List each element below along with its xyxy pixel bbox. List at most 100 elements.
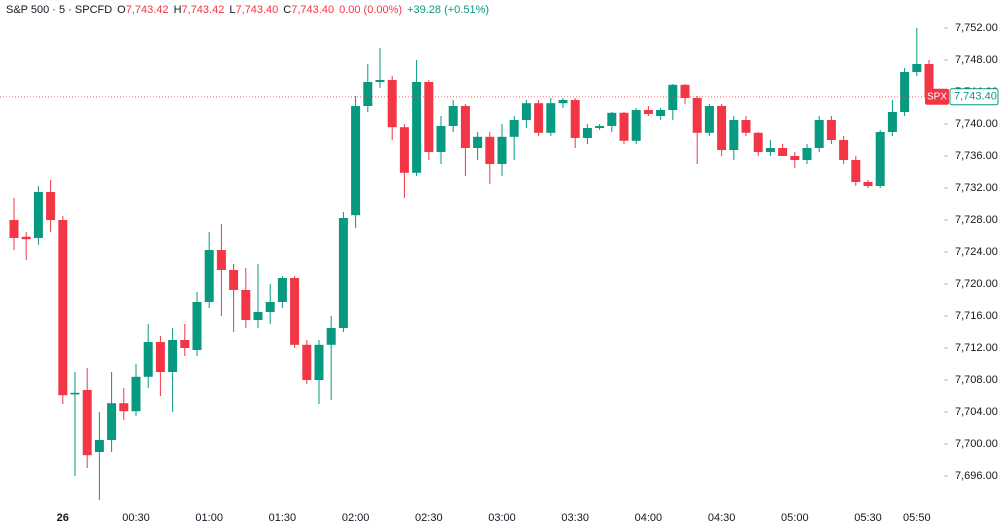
candle-body <box>143 342 153 377</box>
readout-value: 7,743.42 <box>126 4 169 16</box>
candle-body <box>509 120 519 137</box>
candle-body <box>412 82 422 173</box>
readout-value: 7,743.40 <box>291 4 334 16</box>
candle-body <box>241 290 251 320</box>
candle-body <box>277 278 287 302</box>
candle-body <box>46 192 56 220</box>
candle-body <box>607 112 617 126</box>
candle-body <box>70 392 80 395</box>
candle-body <box>107 403 117 440</box>
candle-body <box>497 136 507 164</box>
readout-label: O <box>117 4 126 16</box>
x-tick-label: 05:00 <box>781 512 809 524</box>
candle-body <box>680 84 690 98</box>
x-tick-label: 01:30 <box>269 512 297 524</box>
candle-body <box>814 120 824 148</box>
candle-body <box>619 112 629 141</box>
candle-body <box>119 403 129 412</box>
candle-body <box>826 120 836 140</box>
candle-body <box>338 218 348 328</box>
y-tick-label: 7,700.00 <box>955 438 998 450</box>
x-tick-label: 03:00 <box>488 512 516 524</box>
y-tick-label: 7,724.00 <box>955 246 998 258</box>
candle-body <box>863 182 873 186</box>
candle-body <box>802 148 812 160</box>
candle-body <box>668 84 678 110</box>
candle-body <box>229 270 239 290</box>
x-tick-label: 03:30 <box>561 512 589 524</box>
candle-body <box>192 302 202 350</box>
candle-body <box>485 136 495 164</box>
candle-body <box>656 110 666 116</box>
candle-body <box>839 140 849 160</box>
candle-body <box>729 120 739 150</box>
x-tick-label: 04:00 <box>635 512 663 524</box>
y-tick-label: 7,736.00 <box>955 150 998 162</box>
y-tick-label: 7,704.00 <box>955 406 998 418</box>
y-tick-label: 7,752.00 <box>955 22 998 34</box>
y-tick-label: 7,716.00 <box>955 310 998 322</box>
y-tick-label: 7,732.00 <box>955 182 998 194</box>
candle-body <box>253 312 263 320</box>
x-tick-label: 04:30 <box>708 512 736 524</box>
header-bg <box>0 0 410 20</box>
candle-body <box>631 110 641 141</box>
candle-body <box>204 250 214 302</box>
readout-value: 7,743.42 <box>182 4 225 16</box>
candle-body <box>460 106 470 148</box>
candle-body <box>326 328 336 345</box>
change: 0.00 (0.00%) <box>339 4 402 16</box>
candle-body <box>58 220 68 396</box>
y-tick-label: 7,748.00 <box>955 54 998 66</box>
candle-body <box>363 82 373 106</box>
candle-body <box>448 106 458 126</box>
candle-body <box>436 126 446 152</box>
x-tick-label: 05:50 <box>903 512 931 524</box>
header: S&P 500 · 5 · SPCFD O7,743.42 H7,743.42 L7,… <box>0 0 489 20</box>
candle-body <box>21 236 31 240</box>
candle-body <box>570 100 580 138</box>
x-tick-label: 02:30 <box>415 512 443 524</box>
candle-body <box>94 440 104 452</box>
candle-body <box>82 390 92 456</box>
symbol-tag: SPX <box>927 91 947 102</box>
candle-body <box>33 192 43 238</box>
candle-body <box>9 220 19 238</box>
candle-body <box>741 120 751 133</box>
price-tag-box <box>949 88 999 106</box>
candle-body <box>851 160 861 182</box>
candle-body <box>302 344 312 380</box>
candle-body <box>168 340 178 372</box>
readout-label: H <box>174 4 182 16</box>
y-tick-label: 7,720.00 <box>955 278 998 290</box>
y-tick-label: 7,708.00 <box>955 374 998 386</box>
candle-body <box>180 340 190 348</box>
x-tick-label: 05:30 <box>854 512 882 524</box>
candle-body <box>765 148 775 152</box>
candle-body <box>704 106 714 133</box>
candle-body <box>790 156 800 160</box>
header-text: S&P 500 · 5 · SPCFD O7,743.42 H7,743.42 L7,… <box>6 4 489 16</box>
candle-body <box>717 106 727 150</box>
y-tick-label: 7,712.00 <box>955 342 998 354</box>
candle-body <box>387 80 397 128</box>
candle-body <box>375 80 385 82</box>
candle-body <box>924 64 934 97</box>
y-tick-label: 7,728.00 <box>955 214 998 226</box>
candle-body <box>582 128 592 138</box>
x-tick-label: 26 <box>57 512 69 524</box>
candle-body <box>692 98 702 133</box>
readout-label: C <box>283 4 291 16</box>
x-tick-label: 02:00 <box>342 512 370 524</box>
candle-body <box>900 72 910 112</box>
candle-body <box>216 250 226 270</box>
x-tick-label: 01:00 <box>195 512 223 524</box>
readout-label: L <box>229 4 235 16</box>
daily-change: +39.28 (+0.51%) <box>407 4 489 16</box>
candle-body <box>753 132 763 152</box>
symbol-tag-box <box>925 88 949 105</box>
candle-body <box>534 103 544 133</box>
candle-body <box>778 148 788 156</box>
candle-body <box>265 302 275 312</box>
